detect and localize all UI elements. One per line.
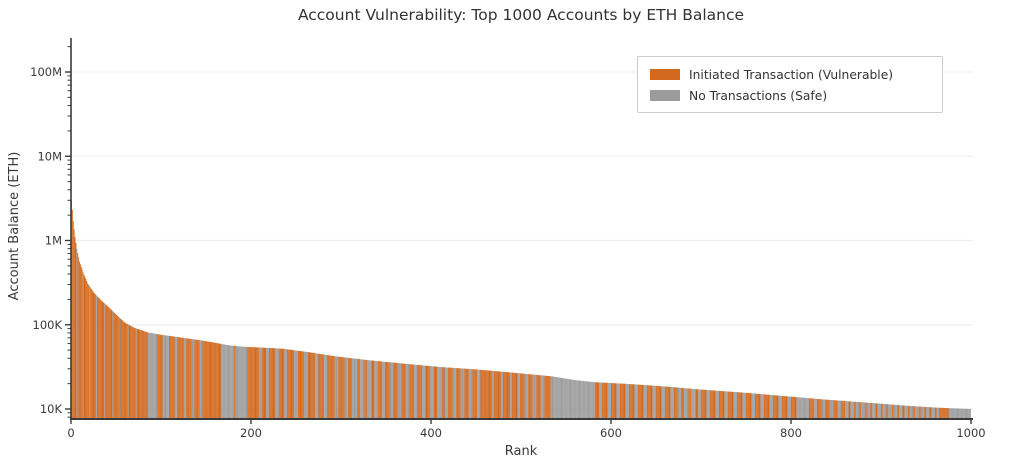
legend-swatch-vulnerable-icon [650,69,680,80]
svg-text:1M: 1M [45,234,62,248]
svg-text:600: 600 [600,426,622,440]
svg-text:200: 200 [240,426,262,440]
x-axis-label: Rank [504,444,538,459]
legend-item-safe: No Transactions (Safe) [650,85,936,106]
svg-text:0: 0 [67,426,74,440]
svg-text:800: 800 [780,426,802,440]
legend-item-vulnerable: Initiated Transaction (Vulnerable) [650,64,936,85]
svg-text:10M: 10M [37,149,62,163]
chart-title: Account Vulnerability: Top 1000 Accounts… [297,6,745,24]
svg-text:1000: 1000 [956,426,985,440]
svg-text:400: 400 [420,426,442,440]
svg-text:100M: 100M [30,65,62,79]
legend-swatch-safe-icon [650,90,680,101]
svg-text:100K: 100K [33,318,63,332]
legend-label-vulnerable: Initiated Transaction (Vulnerable) [689,67,894,82]
svg-text:10K: 10K [40,402,63,416]
legend: Initiated Transaction (Vulnerable) No Tr… [637,56,943,113]
legend-label-safe: No Transactions (Safe) [689,88,828,103]
